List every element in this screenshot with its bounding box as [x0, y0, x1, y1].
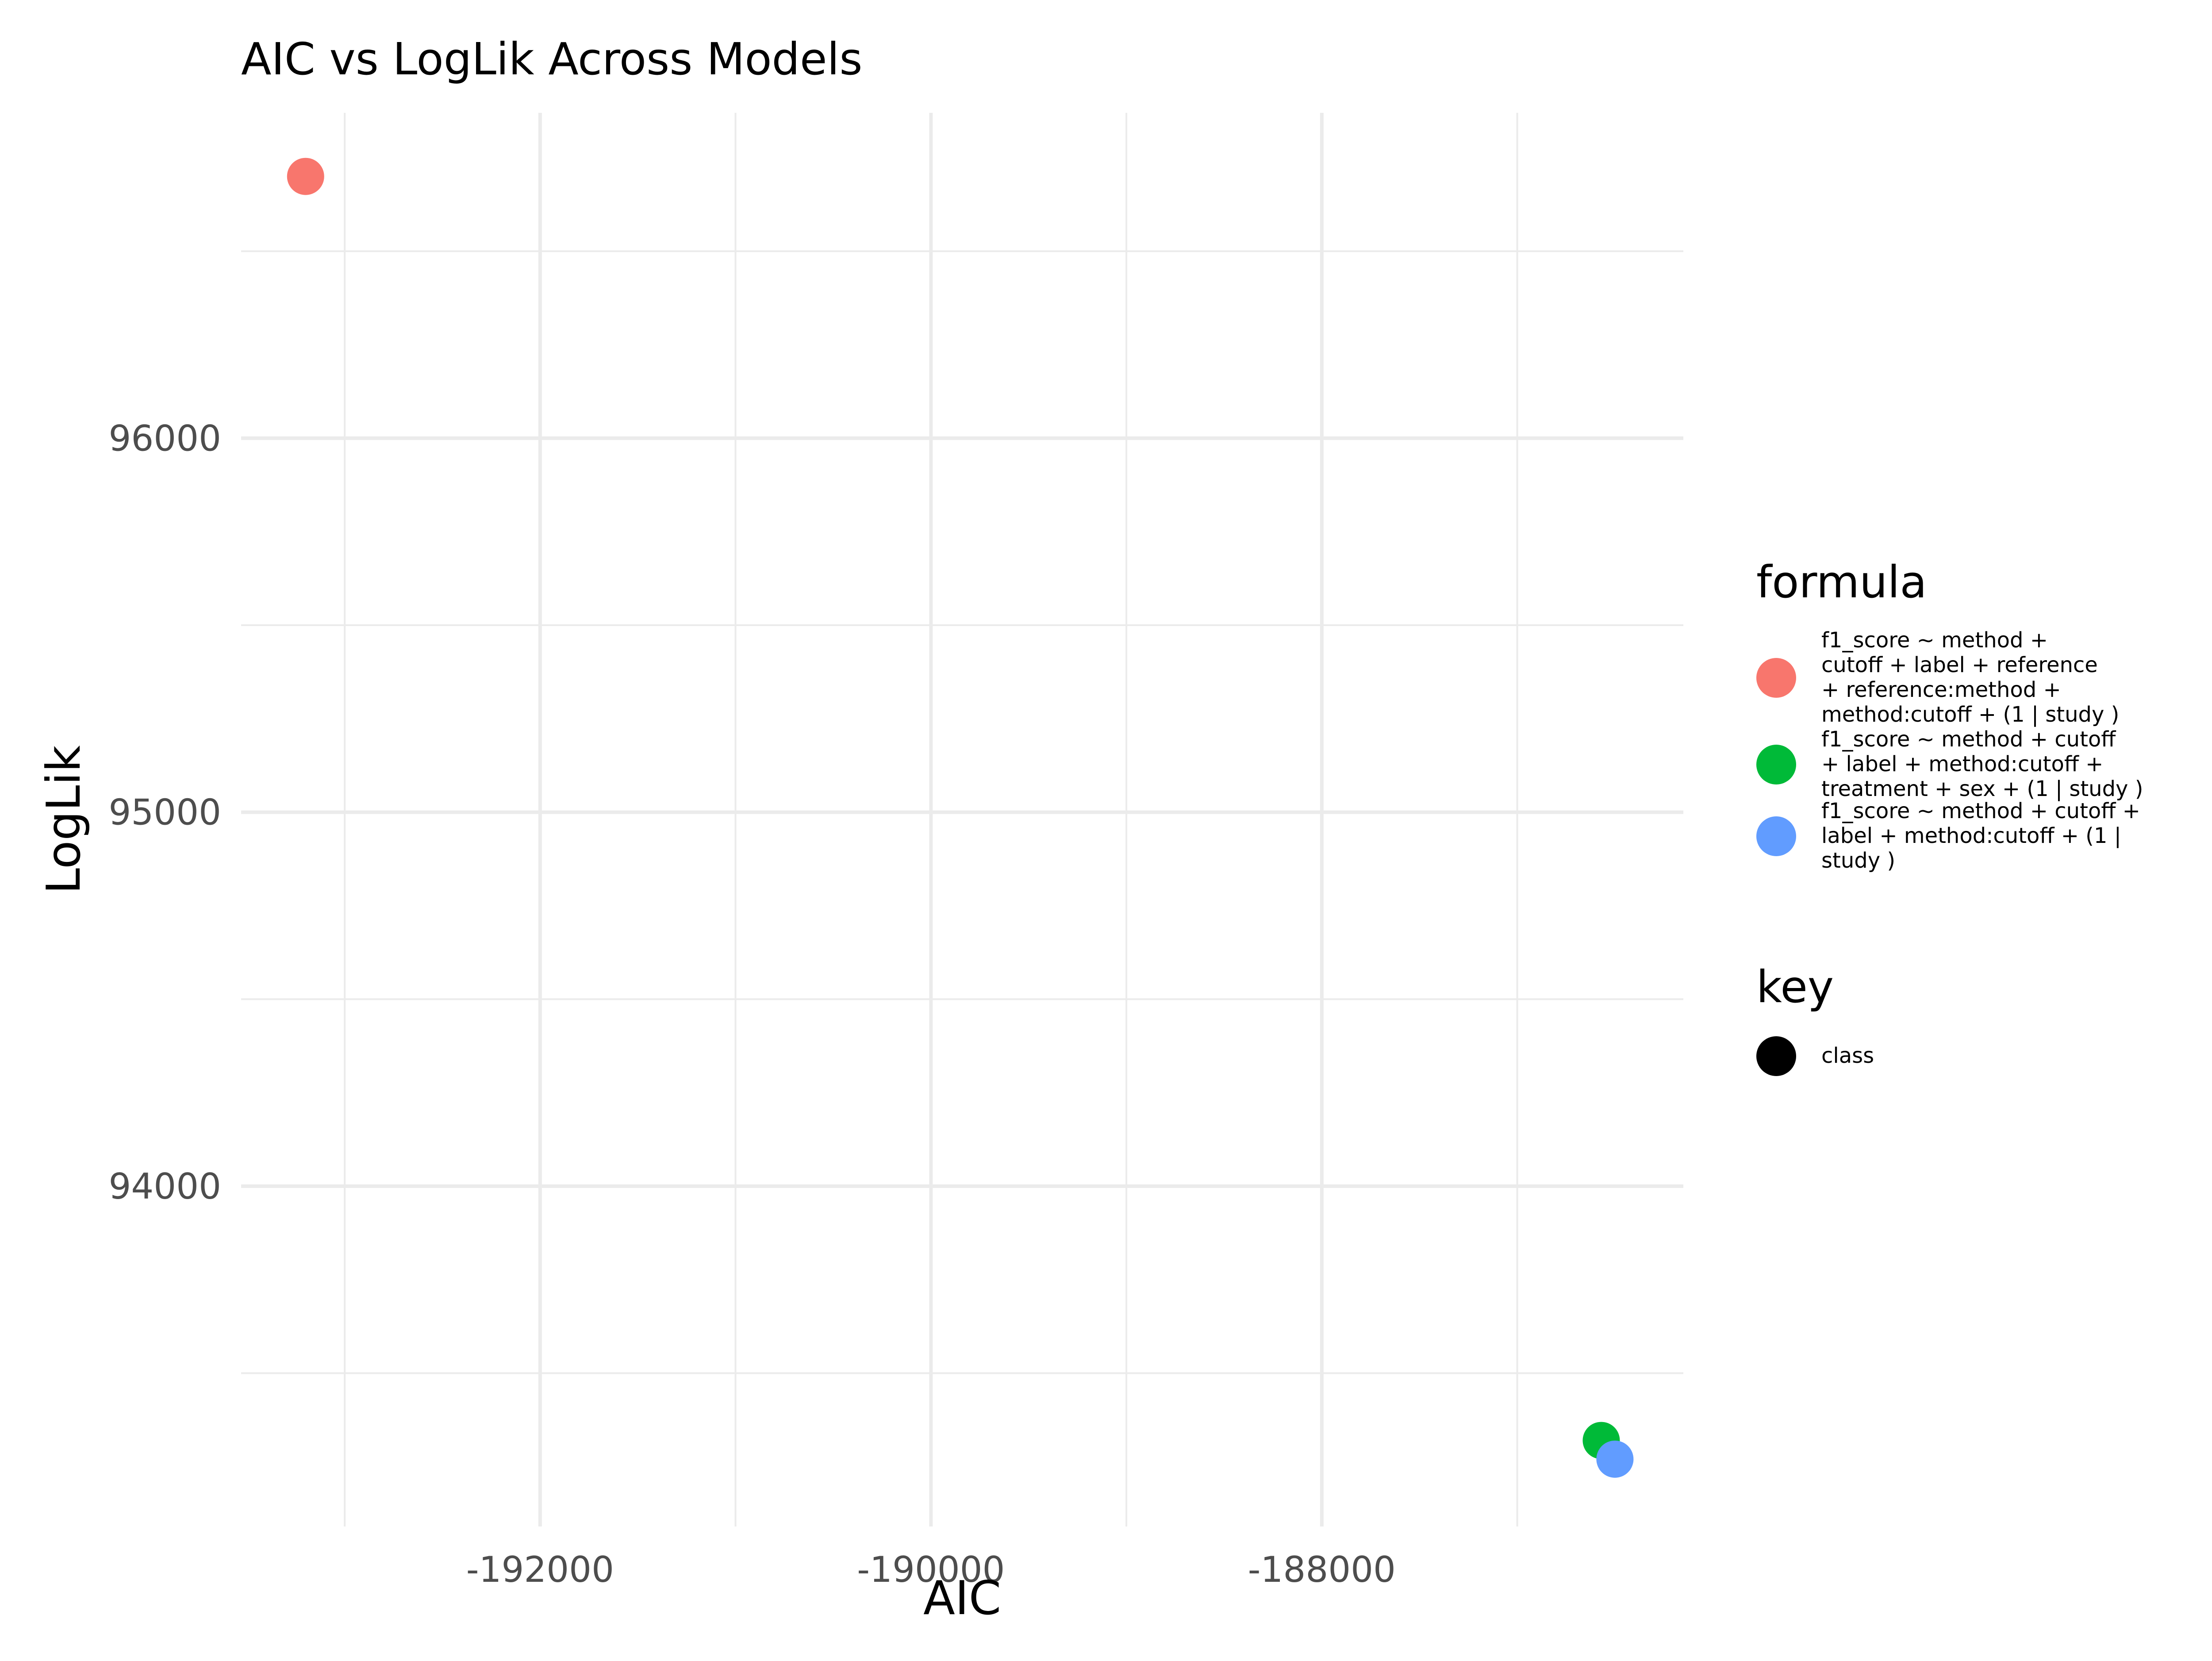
legend-entry-label: f1_score ~ method + cutoff +	[1821, 799, 2140, 823]
data-point	[1596, 1440, 1634, 1478]
legend-entry-label: study )	[1821, 848, 1895, 873]
legend: formula f1_score ~ method +cutoff + label…	[1756, 556, 2143, 1076]
y-tick-label: 95000	[109, 792, 222, 833]
legend-key-swatch	[1756, 745, 1796, 784]
y-tick-label: 94000	[109, 1166, 222, 1207]
legend-key-swatch	[1756, 658, 1796, 698]
legend-entry-label: f1_score ~ method +	[1821, 628, 2048, 653]
legend-key-swatch	[1756, 816, 1796, 856]
legend-entry-label: treatment + sex + (1 | study )	[1821, 777, 2143, 801]
x-tick-label: -188000	[1248, 1549, 1396, 1590]
chart-title: AIC vs LogLik Across Models	[241, 33, 862, 85]
legend-title: key	[1756, 961, 1834, 1013]
legend-entry-label: class	[1821, 1043, 1874, 1068]
legend-entry-label: cutoff + label + reference	[1821, 653, 2098, 677]
axes: -192000 -190000 -188000 94000 95000 96000	[109, 418, 1396, 1590]
legend-title: formula	[1756, 556, 1927, 608]
x-tick-label: -192000	[466, 1549, 614, 1590]
legend-entry-label: f1_score ~ method + cutoff	[1821, 727, 2116, 752]
legend-key-swatch	[1756, 1036, 1796, 1076]
x-axis-label: AIC	[923, 1571, 1001, 1625]
data-points	[287, 158, 1634, 1478]
legend-entry-label: + label + method:cutoff +	[1821, 752, 2103, 777]
y-tick-label: 96000	[109, 418, 222, 459]
data-point	[287, 158, 324, 195]
y-axis-label: LogLik	[37, 745, 91, 894]
legend-entry-label: label + method:cutoff + (1 |	[1821, 823, 2121, 848]
legend-entry-label: + reference:method +	[1821, 677, 2061, 702]
x-tick-label: -190000	[857, 1549, 1005, 1590]
legend-entry-label: method:cutoff + (1 | study )	[1821, 702, 2119, 727]
grid	[241, 113, 1683, 1526]
